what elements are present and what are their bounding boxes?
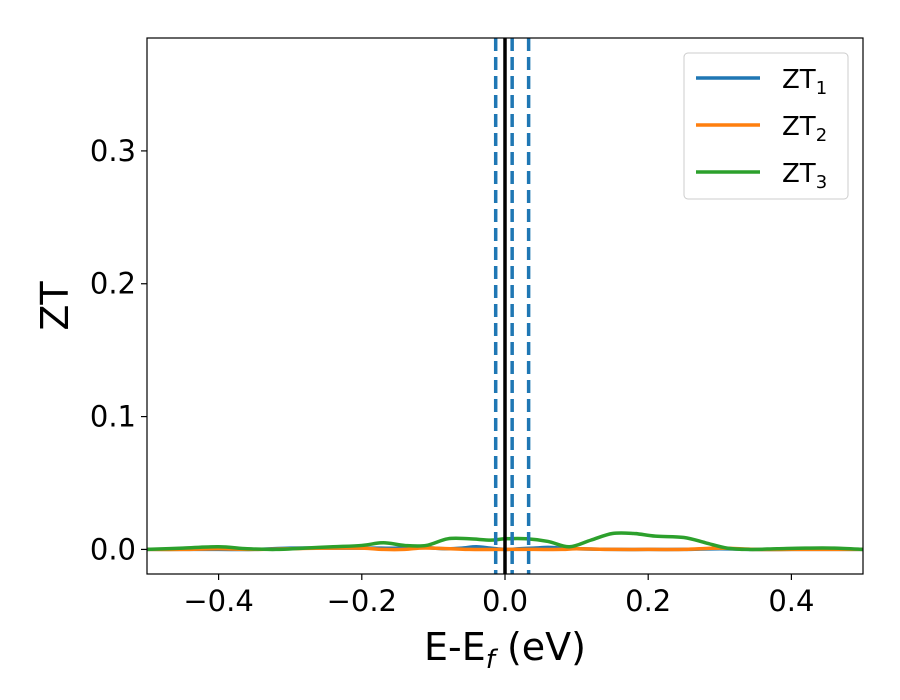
x-axis-ticks: −0.4 −0.2 0.0 0.2 0.4 <box>183 574 814 618</box>
y-axis-label: ZT <box>33 281 77 331</box>
series-line-zt3 <box>147 531 863 552</box>
y-axis-ticks: 0.0 0.1 0.2 0.3 <box>90 134 147 566</box>
legend-box <box>683 52 849 200</box>
legend: ZT1 ZT2 ZT3 <box>683 52 849 200</box>
y-tick-label: 0.1 <box>90 400 136 434</box>
x-tick-label: −0.2 <box>327 584 397 618</box>
x-tick-label: 0.4 <box>768 584 814 618</box>
legend-label-2: ZT2 <box>782 112 827 146</box>
y-tick-label: 0.0 <box>90 532 136 566</box>
x-tick-label: −0.4 <box>183 584 253 618</box>
legend-label-1: ZT1 <box>782 65 827 99</box>
y-tick-label: 0.3 <box>90 134 136 168</box>
x-tick-label: 0.2 <box>625 584 671 618</box>
vertical-lines <box>493 38 531 574</box>
y-tick-label: 0.2 <box>90 267 136 301</box>
x-axis-label: E-Ef (eV) <box>424 625 586 675</box>
legend-label-3: ZT3 <box>782 159 827 193</box>
x-tick-label: 0.0 <box>482 584 528 618</box>
plot-content <box>147 531 863 552</box>
